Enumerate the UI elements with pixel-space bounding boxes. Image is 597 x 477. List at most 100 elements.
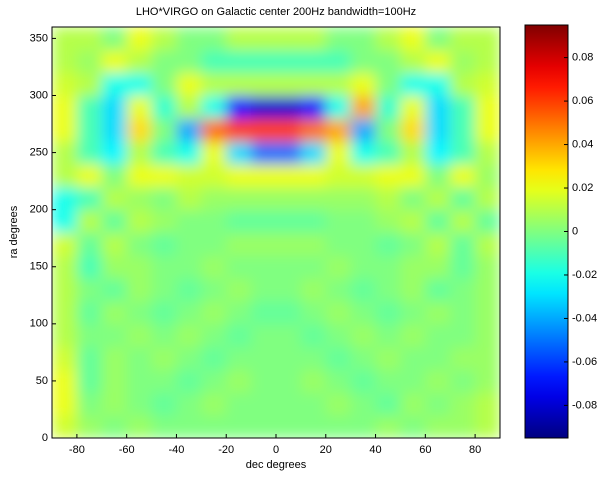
x-tick-label: -20	[218, 444, 234, 456]
heatmap-cell	[325, 141, 352, 165]
heatmap-cell	[201, 255, 227, 279]
heatmap-cell	[76, 392, 103, 416]
heatmap-cell	[126, 415, 153, 438]
heatmap-cell	[475, 118, 500, 142]
heatmap-cell	[201, 164, 227, 188]
heatmap-cell	[425, 278, 451, 302]
heatmap-cell	[52, 323, 78, 348]
heatmap-cell	[300, 278, 327, 302]
heatmap-cell	[450, 301, 476, 325]
heatmap-cell	[375, 164, 401, 188]
heatmap-cell	[251, 164, 277, 188]
heatmap-cell	[400, 49, 426, 74]
heatmap-cell	[425, 49, 451, 74]
y-tick-label: 0	[42, 432, 48, 444]
heatmap-cell	[276, 186, 302, 211]
heatmap-cell	[151, 369, 177, 393]
heatmap-cell	[350, 255, 377, 279]
heatmap-cell	[52, 118, 78, 142]
heatmap-cell	[276, 209, 302, 233]
heatmap-cell	[300, 141, 327, 165]
heatmap-cell	[400, 415, 426, 438]
heatmap-cell	[151, 346, 177, 370]
heatmap-cell	[251, 415, 277, 438]
heatmap-cell	[400, 232, 426, 256]
heatmap-cell	[325, 255, 352, 279]
heatmap-cell	[201, 209, 227, 233]
colorbar-tick-label: 0.04	[572, 138, 593, 150]
heatmap-cell	[251, 72, 277, 96]
heatmap-cell	[300, 301, 327, 325]
heatmap-cell	[400, 209, 426, 233]
heatmap-cell	[300, 164, 327, 188]
heatmap-cell	[126, 118, 153, 142]
heatmap-cell	[101, 186, 128, 211]
heatmap-cell	[276, 27, 302, 51]
heatmap-cell	[251, 141, 277, 165]
heatmap-cell	[201, 369, 227, 393]
heatmap-cell	[375, 49, 401, 74]
heatmap-cell	[226, 164, 252, 188]
heatmap-cell	[52, 346, 78, 370]
heatmap-cell	[151, 278, 177, 302]
heatmap-cell	[276, 49, 302, 74]
heatmap-cell	[375, 323, 401, 348]
heatmap-cell	[450, 415, 476, 438]
heatmap-cell	[475, 232, 500, 256]
plot-area	[52, 27, 500, 438]
heatmap-cell	[176, 27, 202, 51]
heatmap-cell	[276, 369, 302, 393]
heatmap-cell	[76, 164, 103, 188]
heatmap-cell	[450, 278, 476, 302]
heatmap-cell	[325, 118, 352, 142]
heatmap-cell	[475, 141, 500, 165]
heatmap-cell	[176, 255, 202, 279]
heatmap-cell	[101, 278, 128, 302]
heatmap-cell	[475, 415, 500, 438]
heatmap-cell	[201, 118, 227, 142]
heatmap-cell	[276, 72, 302, 96]
heatmap-cell	[126, 278, 153, 302]
heatmap-cell	[300, 255, 327, 279]
heatmap-cell	[201, 392, 227, 416]
heatmap-cell	[176, 72, 202, 96]
heatmap-cell	[201, 49, 227, 74]
heatmap-cell	[176, 118, 202, 142]
heatmap-cell	[101, 209, 128, 233]
heatmap-cell	[101, 232, 128, 256]
heatmap-cell	[251, 369, 277, 393]
heatmap-cell	[226, 27, 252, 51]
heatmap-cell	[276, 323, 302, 348]
heatmap-cell	[52, 278, 78, 302]
x-tick-label: 40	[369, 444, 381, 456]
heatmap-cell	[276, 118, 302, 142]
heatmap-cell	[375, 27, 401, 51]
heatmap-cell	[375, 186, 401, 211]
heatmap-cell	[151, 301, 177, 325]
heatmap-cell	[176, 278, 202, 302]
heatmap-cell	[350, 323, 377, 348]
heatmap-cell	[425, 186, 451, 211]
heatmap-cell	[375, 209, 401, 233]
heatmap-cell	[475, 72, 500, 96]
heatmap-cell	[251, 95, 277, 119]
heatmap-cell	[350, 27, 377, 51]
heatmap	[52, 27, 500, 438]
heatmap-cell	[300, 27, 327, 51]
heatmap-cell	[52, 301, 78, 325]
heatmap-cell	[325, 186, 352, 211]
heatmap-cell	[300, 95, 327, 119]
heatmap-cell	[201, 415, 227, 438]
heatmap-cell	[425, 415, 451, 438]
heatmap-cell	[226, 323, 252, 348]
heatmap-cell	[425, 255, 451, 279]
heatmap-cell	[226, 186, 252, 211]
heatmap-cell	[126, 49, 153, 74]
heatmap-cell	[325, 164, 352, 188]
heatmap-cell	[300, 72, 327, 96]
heatmap-cell	[300, 346, 327, 370]
heatmap-cell	[350, 346, 377, 370]
heatmap-cell	[251, 27, 277, 51]
heatmap-cell	[325, 369, 352, 393]
